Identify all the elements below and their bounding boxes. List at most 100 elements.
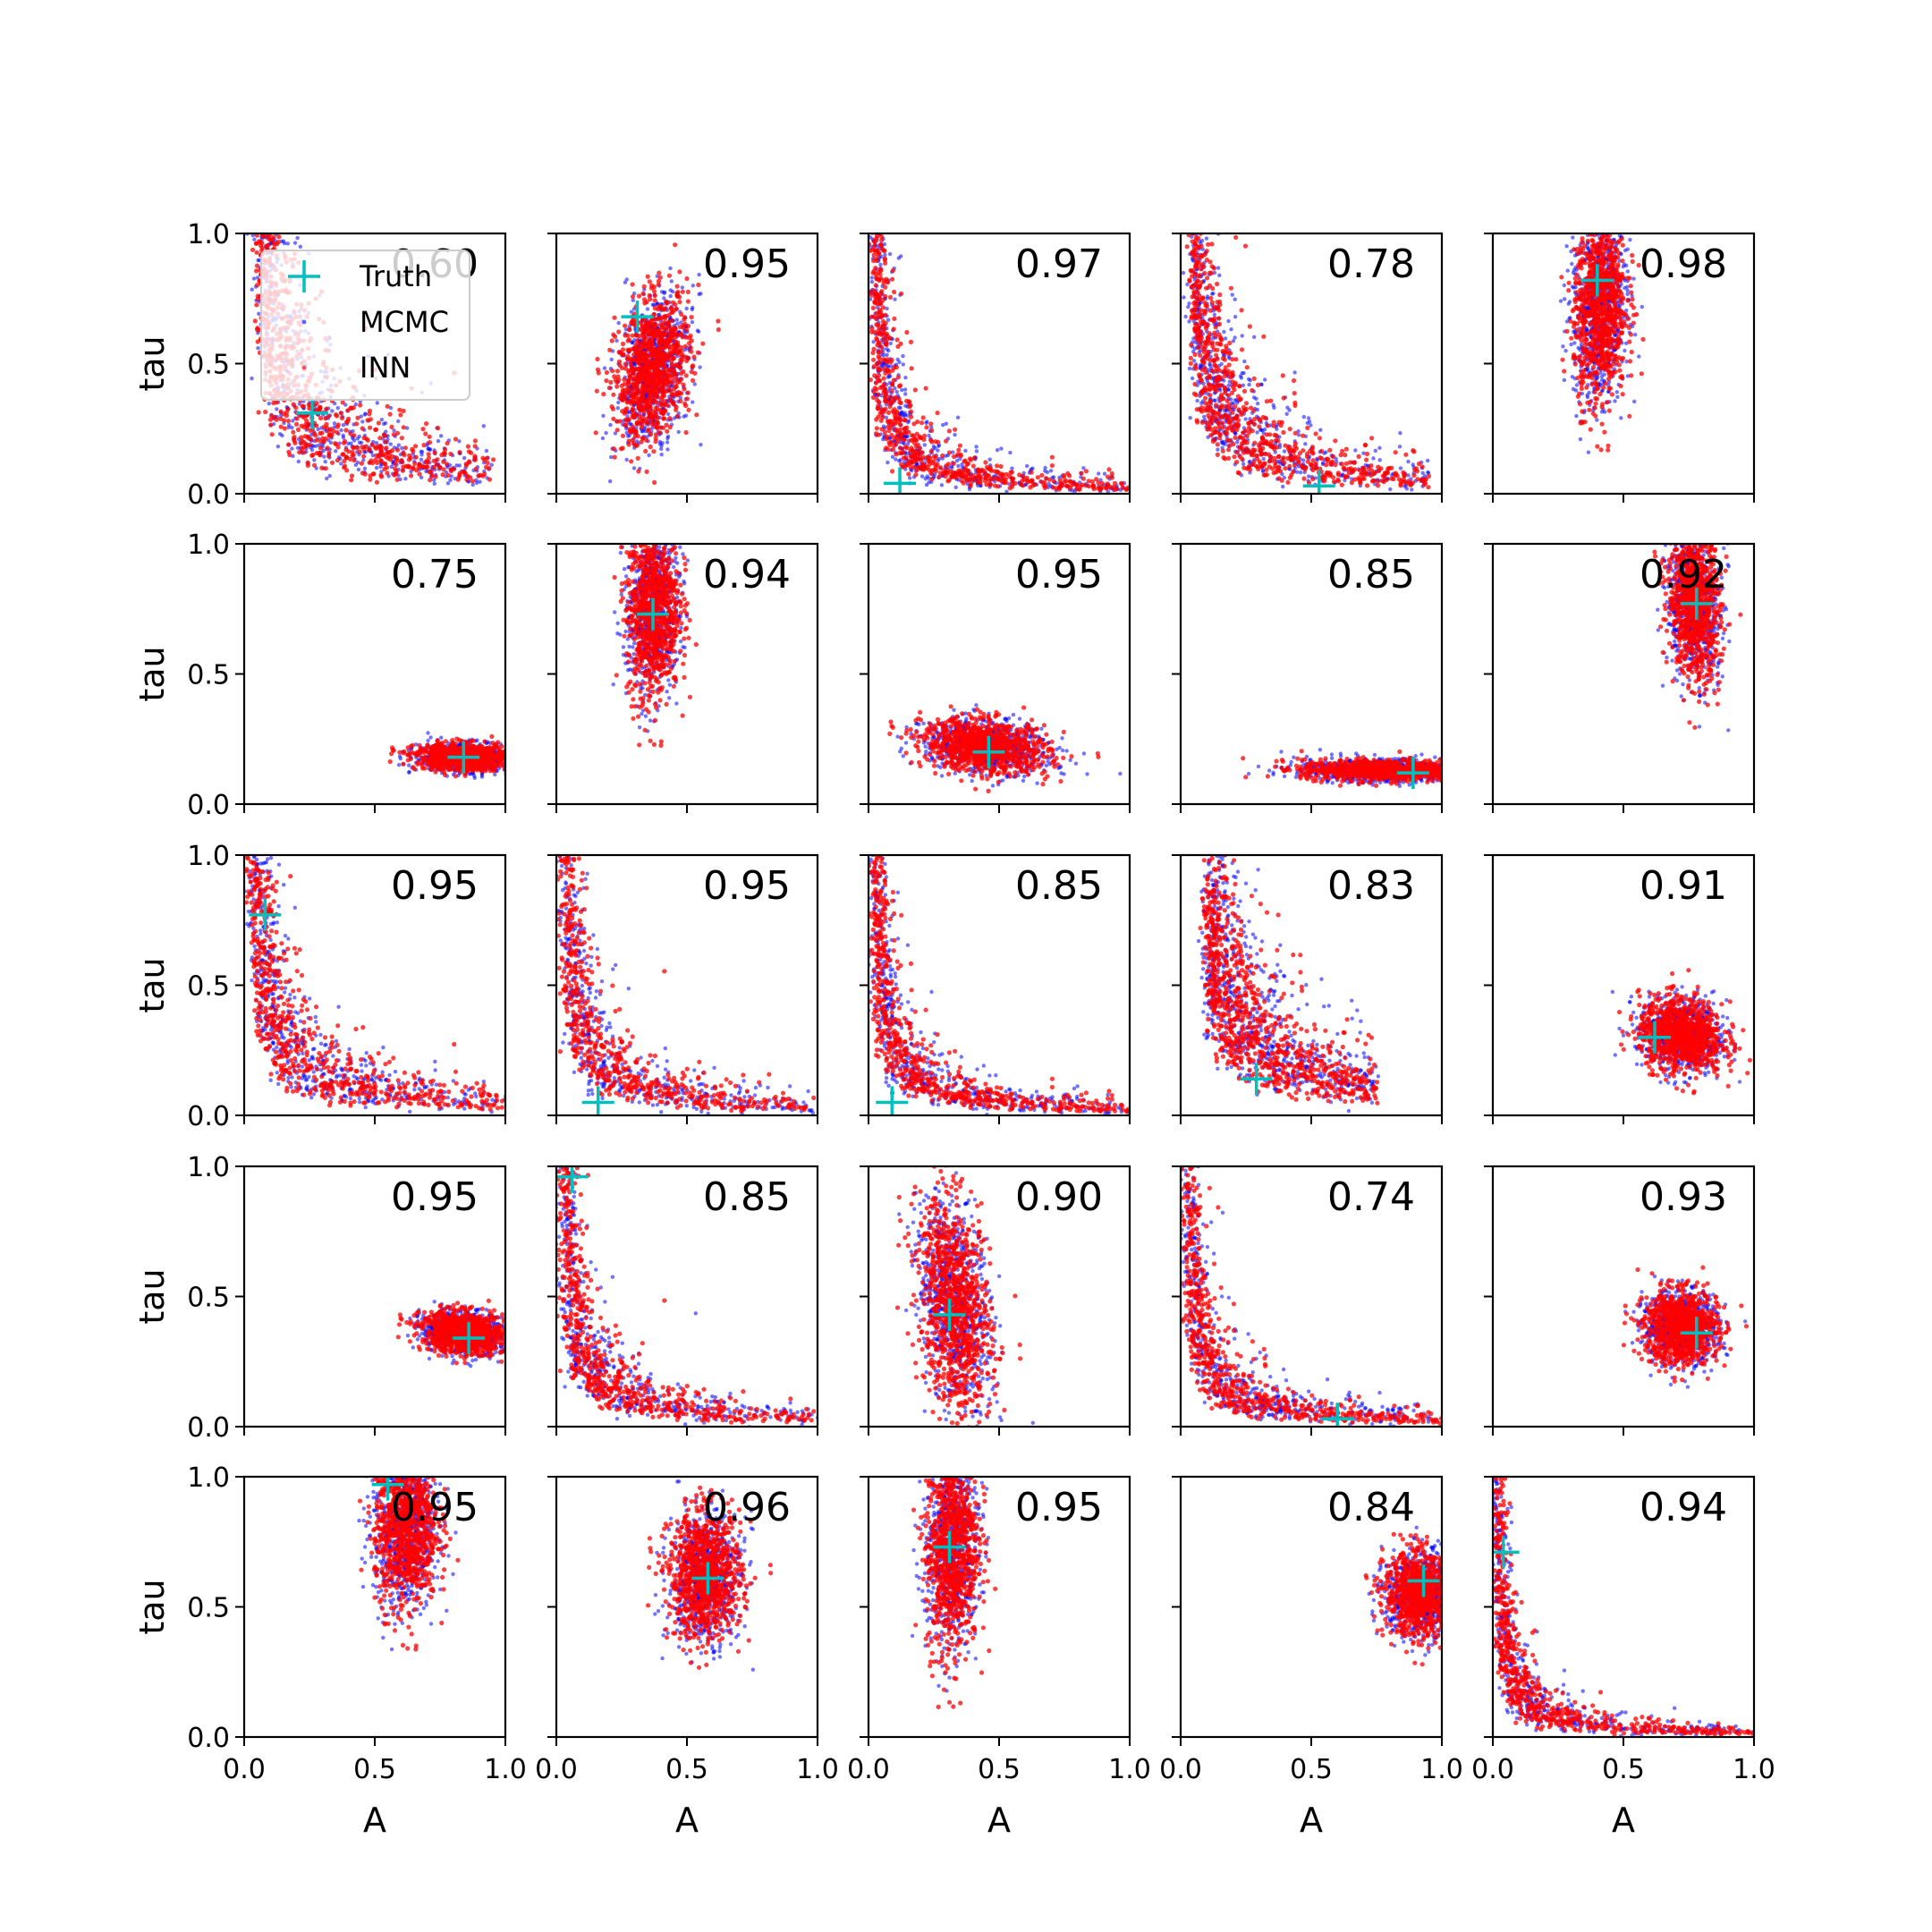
mcmc-point <box>1254 396 1258 401</box>
inn-point <box>875 397 880 402</box>
inn-point <box>360 426 365 431</box>
inn-point <box>885 434 890 439</box>
inn-point <box>631 394 636 400</box>
mcmc-point <box>953 432 957 437</box>
inn-point <box>614 369 621 374</box>
inn-point <box>335 422 341 428</box>
inn-point <box>400 468 405 473</box>
inn-point <box>367 447 372 453</box>
mcmc-point <box>1205 294 1210 299</box>
inn-point <box>681 382 686 387</box>
inn-point <box>651 449 657 454</box>
inn-point <box>311 462 318 468</box>
inn-point <box>691 354 697 360</box>
inn-point <box>1032 482 1038 487</box>
inn-point <box>416 464 421 470</box>
inn-point <box>625 338 631 343</box>
mcmc-point <box>1307 419 1312 424</box>
inn-point <box>425 464 430 470</box>
inn-point <box>674 404 679 410</box>
inn-point <box>667 425 673 430</box>
mcmc-point <box>999 446 1004 451</box>
inn-point <box>427 440 433 445</box>
inn-point <box>611 416 616 421</box>
inn-point <box>1106 483 1111 488</box>
inn-point <box>472 457 479 462</box>
inn-point <box>1208 393 1213 398</box>
inn-point <box>890 409 895 414</box>
inn-point <box>1024 475 1030 481</box>
inn-point <box>254 302 259 308</box>
mcmc-point <box>642 425 648 429</box>
mcmc-point <box>275 445 281 449</box>
mcmc-point <box>954 458 960 463</box>
inn-point <box>919 420 925 426</box>
mcmc-point <box>640 429 644 434</box>
inn-point <box>669 362 674 368</box>
inn-point <box>896 396 902 402</box>
inn-point <box>648 432 654 437</box>
inn-point <box>683 373 689 378</box>
inn-point <box>874 386 879 392</box>
inn-point <box>1283 443 1288 448</box>
inn-point <box>652 306 657 311</box>
inn-point <box>1094 477 1099 482</box>
mcmc-point <box>1208 363 1213 368</box>
inn-point <box>667 416 673 421</box>
inn-point <box>259 245 265 250</box>
mcmc-point <box>1410 487 1414 492</box>
inn-point <box>626 399 631 404</box>
inn-point <box>988 476 994 481</box>
inn-point <box>626 438 631 444</box>
inn-point <box>883 312 888 318</box>
inn-point <box>413 454 419 460</box>
mcmc-point <box>878 262 883 267</box>
scatter-points <box>593 242 721 486</box>
inn-point <box>329 460 335 465</box>
mcmc-point <box>894 389 899 394</box>
inn-point <box>625 386 631 391</box>
inn-point <box>655 406 660 411</box>
inn-point <box>890 400 895 405</box>
inn-point <box>879 384 886 389</box>
inn-point <box>970 463 976 469</box>
mcmc-point <box>1324 450 1328 454</box>
mcmc-point <box>419 475 424 479</box>
inn-point <box>898 422 903 428</box>
mcmc-point <box>1216 266 1221 270</box>
subplot: 0.78 <box>1172 232 1444 503</box>
inn-point <box>1239 347 1245 352</box>
mcmc-point <box>436 438 441 444</box>
mcmc-point <box>1233 335 1237 340</box>
mcmc-point <box>1235 440 1240 445</box>
inn-point <box>890 381 895 386</box>
inn-point <box>679 353 684 359</box>
inn-point <box>689 369 694 375</box>
inn-point <box>922 462 928 468</box>
mcmc-point <box>1398 466 1403 470</box>
inn-point <box>672 370 677 376</box>
mcmc-point <box>616 400 621 405</box>
inn-point <box>293 405 299 411</box>
inn-point <box>374 427 379 432</box>
inn-point <box>340 400 345 405</box>
mcmc-point <box>370 453 376 458</box>
mcmc-point <box>375 401 379 405</box>
inn-point <box>904 398 910 403</box>
inn-point <box>1233 234 1239 240</box>
inn-point <box>1251 421 1258 427</box>
mcmc-point <box>665 434 671 439</box>
mcmc-point <box>1261 456 1266 462</box>
mcmc-point <box>1190 376 1195 381</box>
inn-point <box>660 402 666 408</box>
inn-point <box>473 466 479 471</box>
inn-point <box>387 411 393 417</box>
inn-point <box>644 381 649 386</box>
inn-point <box>940 453 945 459</box>
mcmc-point <box>1240 334 1244 338</box>
mcmc-point <box>389 464 394 470</box>
mcmc-point <box>888 341 893 346</box>
mcmc-point <box>650 302 655 307</box>
mcmc-point <box>1208 354 1213 360</box>
inn-point <box>421 443 427 448</box>
